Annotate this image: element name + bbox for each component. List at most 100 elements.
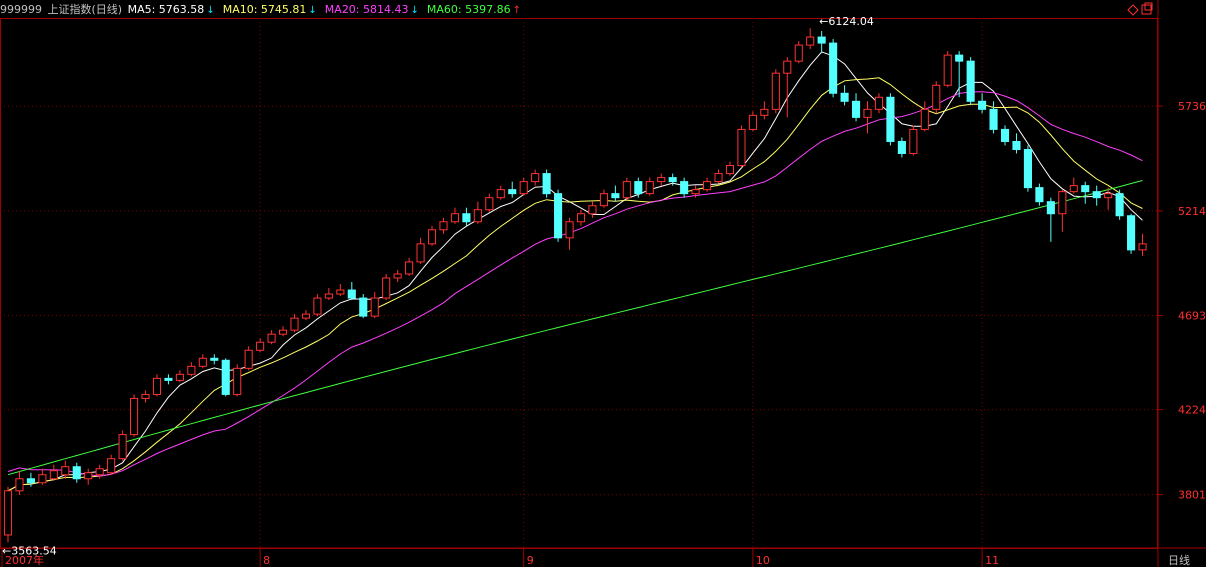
x-tick-label: 10: [756, 554, 770, 567]
candle-up: [874, 96, 884, 110]
candle-up: [531, 173, 540, 183]
candle-down: [1035, 187, 1044, 203]
high-annotation: ←6124.04: [819, 15, 874, 28]
candle-down: [210, 357, 219, 361]
chart-header: 999999 上证指数(日线) MA5: 5763.58 ↓ MA10: 5745.…: [0, 3, 525, 18]
candle-up: [336, 289, 345, 295]
candle-down: [508, 189, 517, 195]
candle-down: [1127, 215, 1136, 251]
candle-up: [691, 189, 700, 195]
candle-up: [920, 108, 929, 130]
candle-down: [978, 100, 987, 110]
candle-up: [118, 434, 127, 460]
candle-down: [554, 193, 563, 239]
candle-up: [1069, 185, 1078, 193]
candle-down: [817, 36, 826, 44]
low-annotation: ←3563.54: [2, 544, 57, 557]
candle-up: [198, 357, 207, 367]
candle-up: [38, 474, 47, 484]
candle-down: [955, 54, 964, 62]
ma-arrow-down-icon: ↓: [410, 5, 419, 16]
y-tick-label: 4224: [1178, 404, 1206, 417]
candle-up: [909, 128, 918, 155]
candle-up: [324, 293, 333, 299]
candle-up: [599, 193, 608, 207]
x-tick-label: 2007年: [5, 553, 44, 567]
candle-down: [359, 297, 368, 317]
ma-line-ma5: [7, 51, 1143, 492]
candle-up: [3, 490, 13, 536]
candle-up: [794, 44, 803, 62]
candle-up: [416, 243, 425, 263]
candle-up: [450, 213, 459, 223]
candle-up: [1058, 191, 1067, 215]
ma-label-2: MA20: 5814.43: [324, 3, 409, 16]
candle-down: [1012, 140, 1021, 150]
candle-up: [496, 189, 505, 199]
ma-arrow-up-icon: ↑: [512, 5, 521, 16]
candle-up: [725, 165, 735, 175]
candle-down: [462, 213, 471, 223]
candle-up: [932, 84, 941, 110]
candle-down: [542, 173, 551, 195]
candle-down: [680, 181, 689, 195]
candle-up: [278, 329, 288, 335]
candle-up: [943, 54, 952, 86]
candle-up: [61, 466, 70, 476]
candle-down: [1115, 193, 1124, 217]
candle-up: [267, 333, 276, 343]
candle-up: [760, 108, 769, 116]
candle-up: [107, 458, 116, 474]
candle-up: [737, 128, 746, 167]
candle-up: [1104, 193, 1113, 199]
candle-up: [95, 468, 104, 476]
candle-up: [244, 349, 253, 369]
candle-up: [748, 114, 757, 130]
candle-up: [1138, 243, 1147, 251]
index-code: 999999: [0, 3, 42, 16]
candle-down: [829, 42, 838, 94]
candle-down: [72, 466, 81, 480]
candle-up: [84, 472, 93, 480]
candle-up: [771, 72, 780, 110]
candle-up: [152, 377, 162, 395]
candle-up: [301, 313, 311, 319]
candle-up: [290, 317, 299, 331]
candle-up: [519, 181, 528, 195]
plot-frame: [0, 18, 1158, 549]
candle-down: [611, 193, 620, 199]
candle-down: [1046, 201, 1055, 215]
diamond-icon: [1127, 4, 1139, 16]
candle-down: [989, 108, 998, 130]
candle-down: [347, 289, 356, 299]
candle-up: [187, 365, 196, 375]
candle-up: [382, 277, 391, 299]
candle-up: [622, 181, 631, 199]
candle-up: [130, 397, 139, 436]
ma-arrow-down-icon: ↓: [206, 5, 215, 16]
ma-label-1: MA10: 5745.81: [222, 3, 307, 16]
y-tick-label: 3801: [1178, 489, 1206, 502]
candle-down: [840, 92, 849, 102]
index-name: 上证指数(日线): [47, 3, 123, 16]
ma-line-ma20: [7, 91, 1143, 477]
candle-up: [49, 470, 58, 480]
y-tick-label: 5214: [1178, 205, 1206, 218]
candle-up: [175, 373, 184, 381]
candle-up: [405, 261, 414, 275]
candle-up: [645, 181, 654, 195]
candle-up: [15, 478, 24, 492]
candle-up: [485, 197, 494, 211]
candle-up: [576, 213, 586, 223]
ma-label-3: MA60: 5397.86: [426, 3, 511, 16]
period-label: 日线: [1168, 553, 1190, 567]
candle-down: [966, 60, 975, 102]
candle-up: [313, 297, 322, 315]
candle-up: [783, 60, 792, 74]
candle-down: [221, 359, 230, 395]
candle-up: [370, 297, 379, 317]
candle-up: [863, 108, 872, 118]
candle-up: [141, 393, 150, 399]
candle-up: [703, 181, 712, 191]
